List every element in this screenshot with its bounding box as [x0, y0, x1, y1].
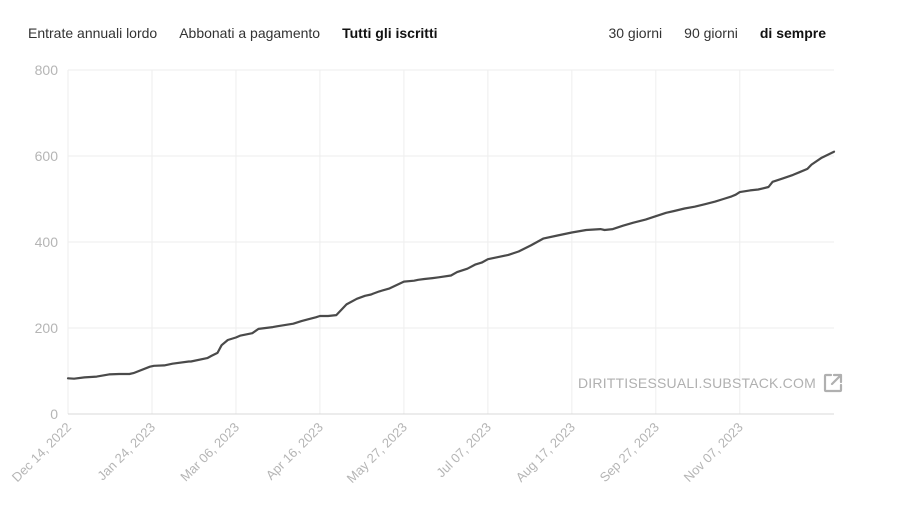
- x-tick-label: Mar 06, 2023: [177, 420, 242, 485]
- range-all-time[interactable]: di sempre: [759, 25, 826, 41]
- x-tick-label: May 27, 2023: [344, 420, 410, 486]
- x-tick-label: Sep 27, 2023: [597, 420, 662, 485]
- y-tick-label: 0: [50, 406, 58, 422]
- x-tick-label: Apr 16, 2023: [263, 420, 326, 483]
- axes: 0 200 400 600 800 Dec 14, 2022 Jan 24, 2023 Mar…: [9, 62, 834, 486]
- y-tick-label: 600: [35, 148, 59, 164]
- x-tick-label: Nov 07, 2023: [681, 420, 746, 485]
- tab-paid-subscribers[interactable]: Abbonati a pagamento: [179, 25, 321, 41]
- y-tick-label: 200: [35, 320, 59, 336]
- range-30-days[interactable]: 30 giorni: [608, 25, 663, 41]
- tab-annual-revenue[interactable]: Entrate annuali lordo: [28, 25, 158, 41]
- y-tick-label: 400: [35, 234, 59, 250]
- tab-all-subscribers[interactable]: Tutti gli iscritti: [342, 25, 438, 41]
- subscribers-series-line: [66, 150, 836, 380]
- x-tick-label: Jan 24, 2023: [94, 420, 158, 484]
- range-90-days[interactable]: 90 giorni: [684, 25, 738, 41]
- x-tick-label: Jul 07, 2023: [433, 420, 494, 481]
- external-link-icon: [823, 373, 843, 393]
- time-range-selector: 30 giorni 90 giorni di sempre: [608, 24, 826, 42]
- publication-url: DIRITTISESSUALI.SUBSTACK.COM: [578, 375, 816, 391]
- metric-tabs: Entrate annuali lordo Abbonati a pagamen…: [28, 24, 438, 42]
- series-layer: [66, 150, 836, 380]
- grid: [67, 69, 834, 414]
- x-tick-label: Aug 17, 2023: [513, 420, 578, 485]
- y-tick-label: 800: [35, 62, 59, 78]
- publication-link[interactable]: DIRITTISESSUALI.SUBSTACK.COM: [578, 372, 844, 394]
- x-tick-label: Dec 14, 2022: [9, 420, 74, 485]
